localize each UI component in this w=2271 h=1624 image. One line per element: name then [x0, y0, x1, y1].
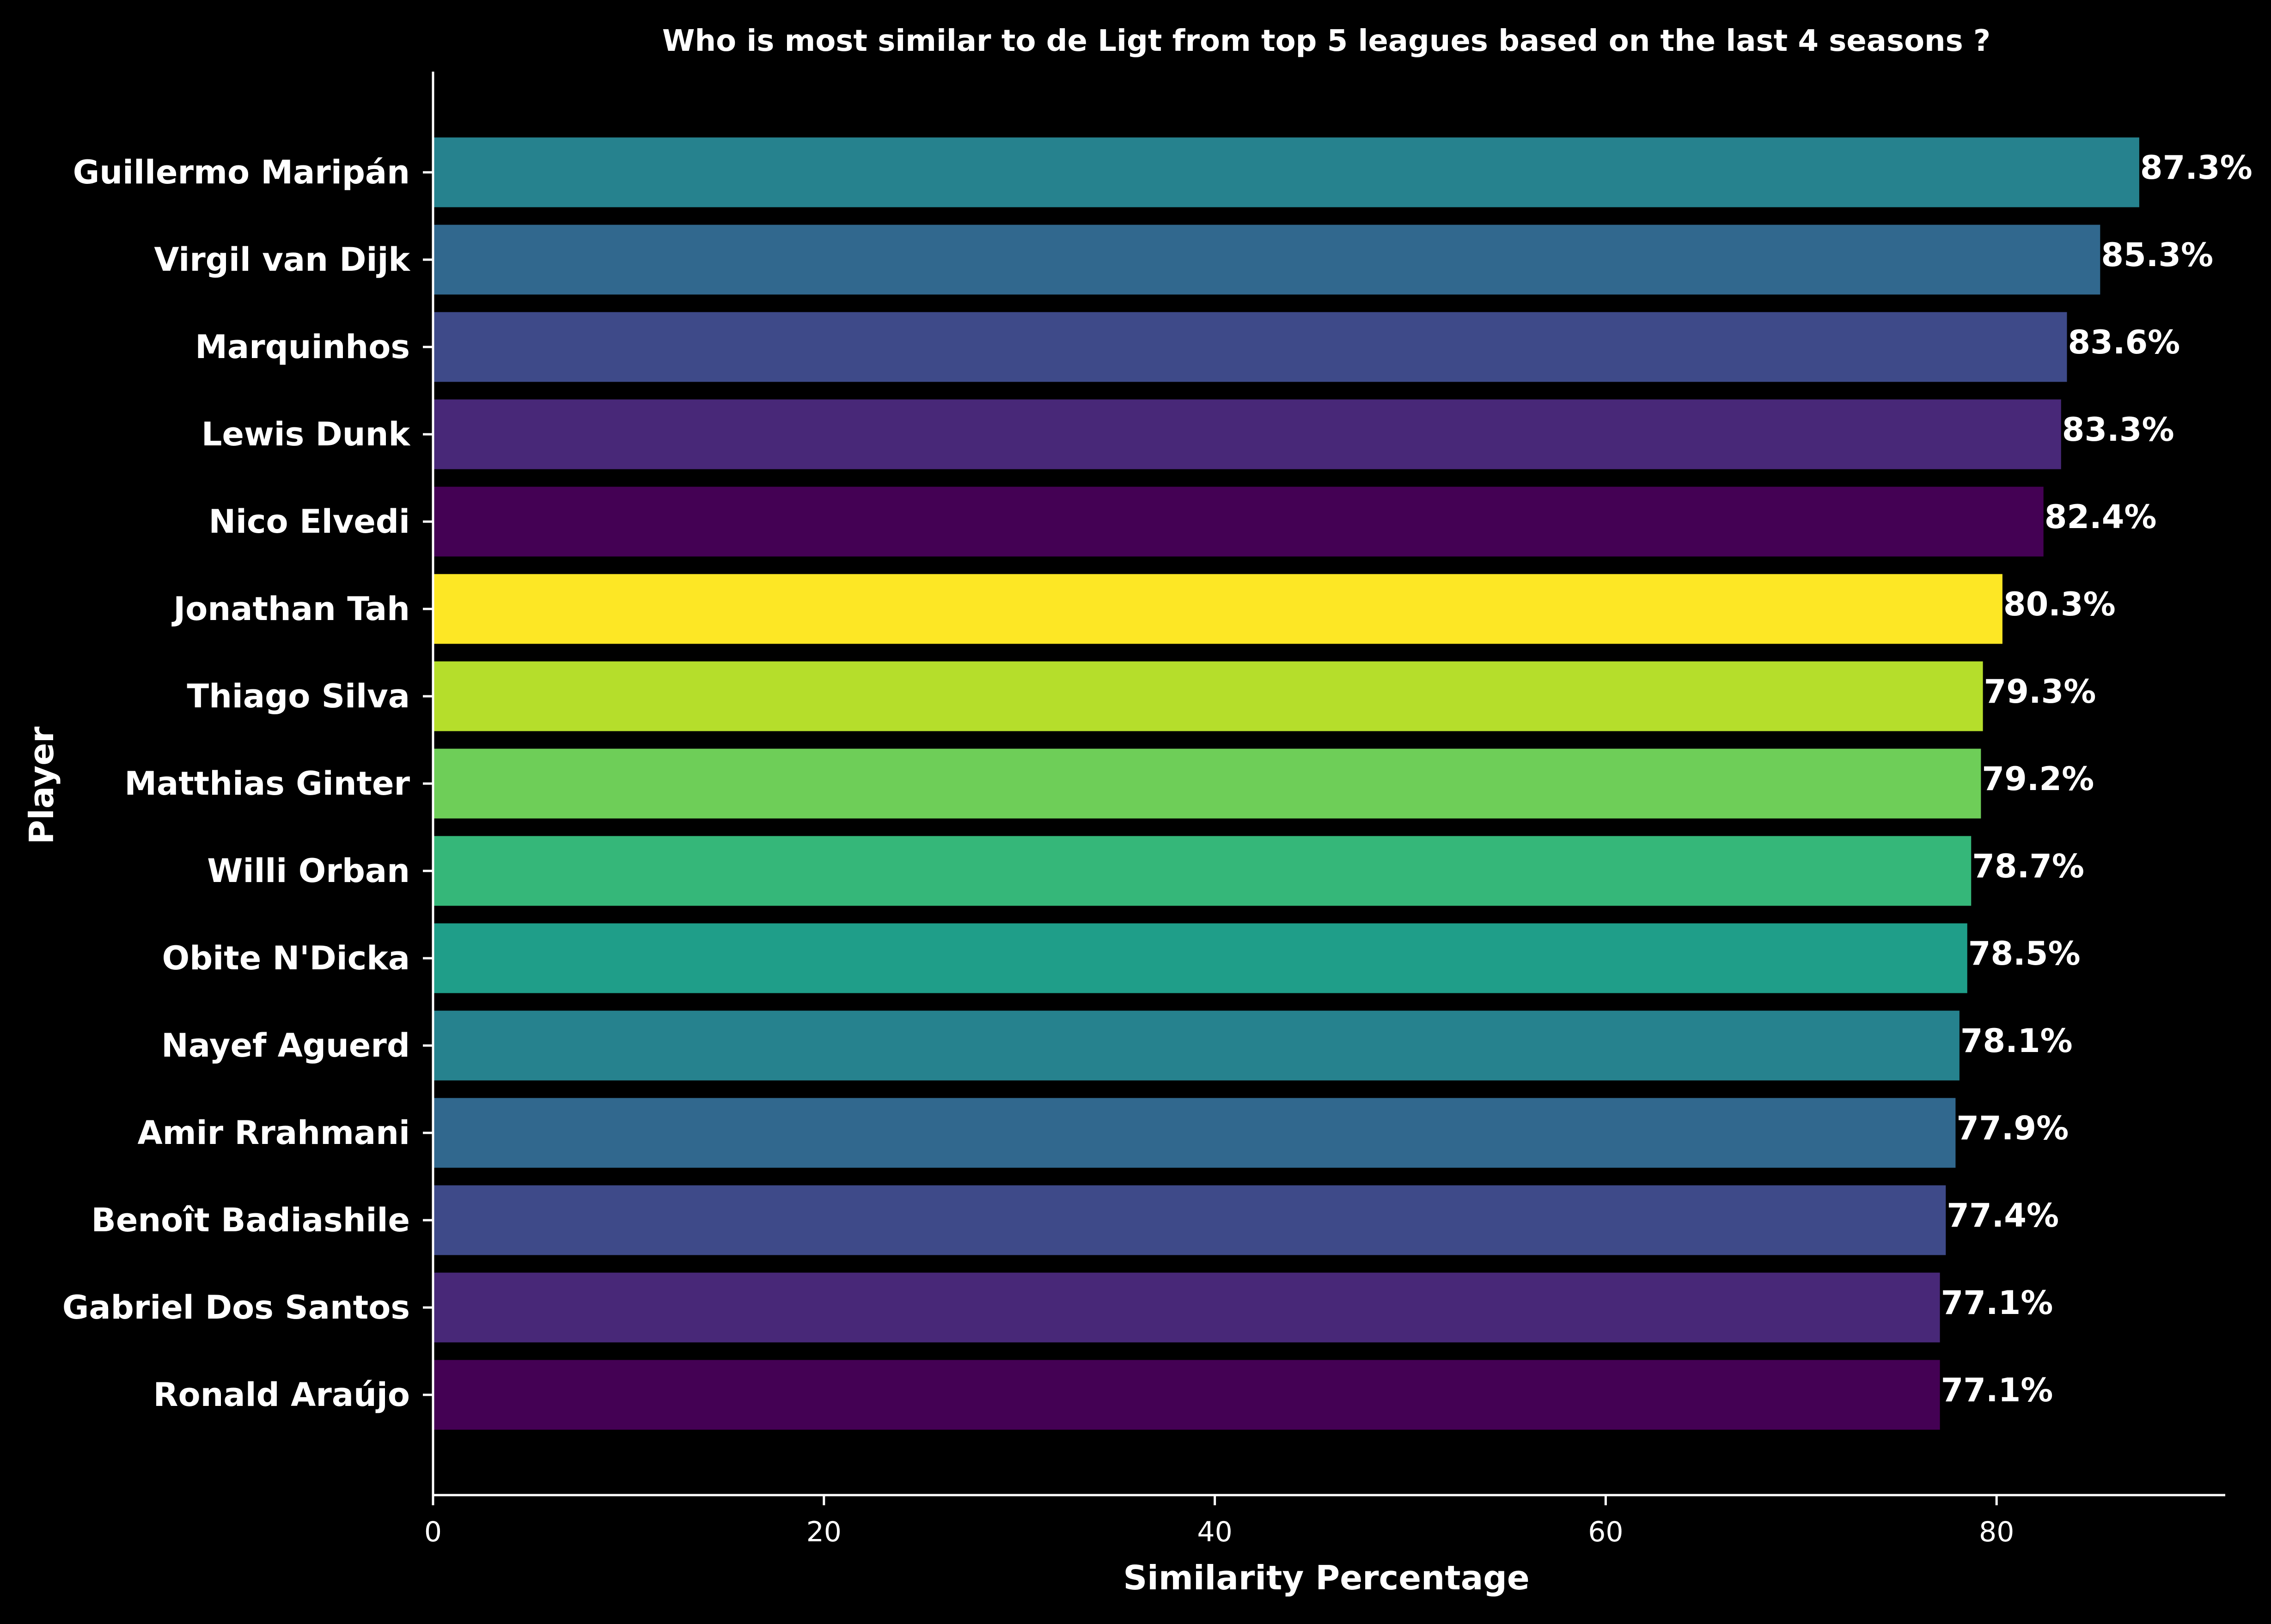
- value-label: 77.9%: [1956, 1109, 2069, 1147]
- category-label: Matthias Ginter: [124, 765, 410, 803]
- value-label: 78.1%: [1960, 1022, 2073, 1060]
- category-label: Gabriel Dos Santos: [62, 1289, 410, 1326]
- value-label: 83.6%: [2068, 323, 2180, 361]
- category-label: Thiago Silva: [187, 677, 410, 715]
- value-labels: 87.3% 85.3% 83.6% 83.3% 82.4% 80.3% 79.3% 79.2%…: [1941, 149, 2253, 1409]
- bar: [433, 574, 2002, 644]
- bar: [433, 1272, 1940, 1343]
- category-label: Marquinhos: [195, 328, 410, 366]
- bar: [433, 1360, 1940, 1430]
- value-label: 78.7%: [1972, 847, 2084, 885]
- x-tick-label: 60: [1588, 1516, 1623, 1548]
- value-label: 85.3%: [2101, 236, 2213, 274]
- category-label: Nico Elvedi: [208, 503, 410, 541]
- category-label: Jonathan Tah: [171, 590, 410, 628]
- category-label: Ronald Araújo: [153, 1376, 410, 1414]
- category-label: Obite N'Dicka: [162, 939, 410, 977]
- bar: [433, 399, 2061, 469]
- bar: [433, 661, 1983, 731]
- bar: [433, 312, 2067, 382]
- value-label: 77.1%: [1941, 1371, 2053, 1409]
- category-labels: Guillermo Maripán Virgil van Dijk Marquinh…: [62, 153, 433, 1414]
- bar: [433, 1010, 1960, 1081]
- value-label: 77.1%: [1941, 1284, 2053, 1322]
- value-label: 82.4%: [2045, 498, 2157, 536]
- category-label: Benoît Badiashile: [92, 1201, 410, 1239]
- category-label: Willi Orban: [207, 852, 410, 890]
- bar: [433, 137, 2139, 207]
- bar: [433, 748, 1981, 819]
- x-tick-label: 20: [806, 1516, 842, 1548]
- bar: [433, 923, 1967, 993]
- category-label: Virgil van Dijk: [154, 241, 410, 279]
- value-label: 79.3%: [1984, 673, 2096, 711]
- x-axis-label: Similarity Percentage: [1123, 1558, 1529, 1597]
- x-tick-label: 40: [1197, 1516, 1232, 1548]
- value-label: 80.3%: [2003, 585, 2116, 623]
- bars-layer: [433, 137, 2139, 1430]
- x-tick-label: 0: [424, 1516, 442, 1548]
- y-axis-label: Player: [22, 726, 61, 845]
- x-axis-ticks: 0 20 40 60 80: [424, 1495, 2014, 1548]
- category-label: Guillermo Maripán: [73, 153, 410, 191]
- bar: [433, 225, 2100, 295]
- value-label: 78.5%: [1968, 935, 2081, 973]
- category-label: Nayef Aguerd: [161, 1027, 410, 1064]
- category-label: Lewis Dunk: [201, 415, 411, 453]
- bar: [433, 1185, 1946, 1255]
- x-tick-label: 80: [1979, 1516, 2014, 1548]
- value-label: 87.3%: [2140, 149, 2253, 187]
- value-label: 83.3%: [2062, 411, 2174, 449]
- bar: [433, 487, 2044, 557]
- chart-title: Who is most similar to de Ligt from top …: [662, 24, 1990, 58]
- category-label: Amir Rrahmani: [138, 1114, 410, 1152]
- bar: [433, 1098, 1956, 1168]
- value-label: 77.4%: [1947, 1197, 2059, 1235]
- bar: [433, 836, 1972, 906]
- value-label: 79.2%: [1982, 760, 2094, 798]
